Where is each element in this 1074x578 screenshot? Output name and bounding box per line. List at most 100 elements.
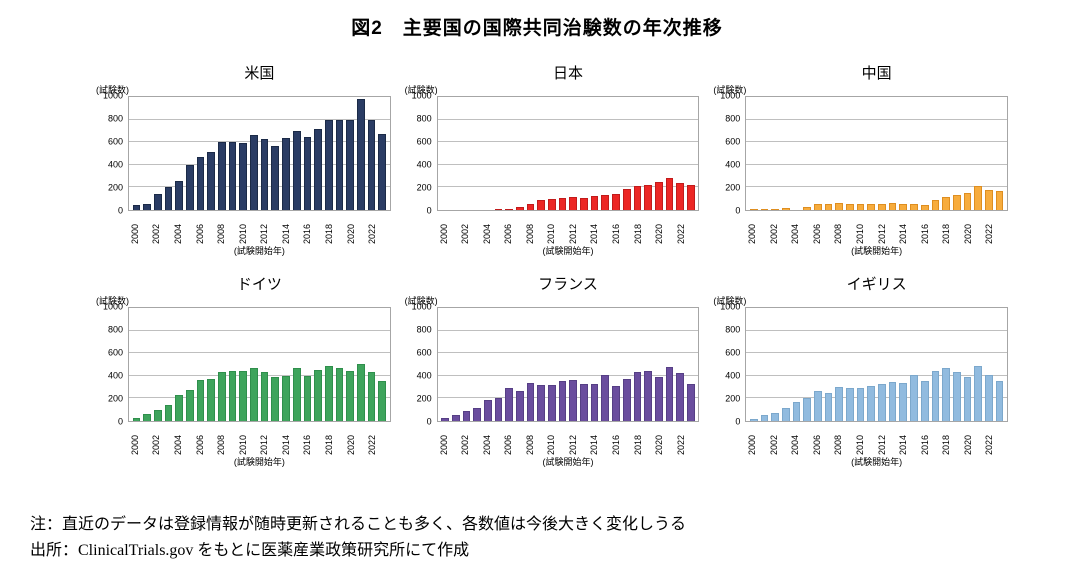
x-tick-label: 2022 <box>675 223 686 244</box>
bar-2011 <box>250 368 258 421</box>
bar-2018 <box>324 119 333 210</box>
gridline <box>129 374 390 376</box>
bar-slot <box>834 97 845 210</box>
x-axis-unit-label: (試験開始年) <box>542 246 594 256</box>
bar-2011 <box>867 204 876 210</box>
x-tick-slot <box>493 422 504 455</box>
x-tick-slot <box>665 422 676 455</box>
x-tick-slot: 2008 <box>525 211 536 244</box>
bar-2002 <box>771 412 779 421</box>
bar-slot <box>504 97 515 210</box>
bar-slot <box>791 308 802 421</box>
bar-2012 <box>878 203 886 210</box>
bar-slot <box>377 97 388 210</box>
bar-2012 <box>260 372 269 421</box>
x-tick-slot: 2012 <box>259 422 270 455</box>
footnotes: 注：直近のデータは登録情報が随時更新されることも多く、各数値は今後大きく変化しう… <box>30 512 686 564</box>
bar-slot <box>962 308 973 421</box>
x-tick-label: 2004 <box>790 434 801 455</box>
x-tick-slot <box>335 211 346 244</box>
bar-slot <box>600 308 611 421</box>
bars-layer <box>438 308 699 421</box>
chart-germany: ドイツ (試験数) 0 200 400 600 800 1000 2000 2002 2004 200… <box>94 273 391 468</box>
bar-slot <box>547 308 558 421</box>
x-tick-label: 2016 <box>919 223 930 244</box>
x-tick-slot <box>292 422 303 455</box>
x-tick-slot <box>644 211 655 244</box>
bar-2015 <box>910 374 918 421</box>
x-tick-slot <box>844 422 855 455</box>
y-tick-label: 200 <box>725 393 741 404</box>
x-tick-slot <box>801 211 812 244</box>
source-line: 出所：ClinicalTrials.gov をもとに医薬産業政策研究所にて作成 <box>30 541 470 559</box>
x-tick-slot <box>909 211 920 244</box>
x-tick-label: 2012 <box>876 223 887 244</box>
bar-slot <box>664 97 675 210</box>
y-tick-label: 600 <box>725 136 741 147</box>
bar-slot <box>568 308 579 421</box>
bar-slot <box>780 308 791 421</box>
bar-slot <box>557 308 568 421</box>
bar-2011 <box>867 385 876 421</box>
bar-2016 <box>303 137 312 210</box>
bar-slot <box>802 97 813 210</box>
bar-2003 <box>781 408 790 421</box>
bar-slot <box>461 308 472 421</box>
bar-slot <box>919 97 930 210</box>
bar-slot <box>994 97 1005 210</box>
x-tick-slot <box>227 211 238 244</box>
bar-slot <box>748 97 759 210</box>
bar-2021 <box>665 366 674 421</box>
bar-2019 <box>644 185 652 210</box>
bar-2016 <box>303 375 312 421</box>
bar-2022 <box>676 372 684 421</box>
y-tick-label: 600 <box>416 136 432 147</box>
x-tick-label: 2016 <box>611 434 622 455</box>
bar-slot <box>759 308 770 421</box>
chart-china: 中国 (試験数) 0 200 400 600 800 1000 2000 2002 2004 2006… <box>711 62 1008 257</box>
bar-slot <box>227 308 238 421</box>
plot-area <box>128 307 391 422</box>
bar-slot <box>855 97 866 210</box>
x-tick-slot <box>887 422 898 455</box>
x-tick-slot: 2020 <box>963 422 974 455</box>
x-tick-label: 2020 <box>345 434 356 455</box>
x-tick-label: 2002 <box>151 434 162 455</box>
x-tick-slot: 2016 <box>302 211 314 244</box>
bar-slot <box>281 97 292 210</box>
bar-slot <box>536 308 547 421</box>
x-tick-label: 2008 <box>216 434 227 455</box>
bar-2000 <box>441 418 449 421</box>
x-tick-slot <box>866 211 877 244</box>
bar-slot <box>770 97 781 210</box>
bar-2023 <box>995 380 1004 421</box>
x-tick-label: 2006 <box>194 434 205 455</box>
x-tick-label: 2002 <box>151 223 162 244</box>
x-tick-slot <box>313 422 324 455</box>
bar-2016 <box>920 204 929 210</box>
x-tick-slot: 2006 <box>812 422 823 455</box>
bar-2019 <box>335 119 344 210</box>
y-tick-label: 800 <box>416 113 432 124</box>
x-tick-label: 2006 <box>503 434 514 455</box>
bar-2008 <box>835 387 844 421</box>
x-tick-slot <box>974 422 985 455</box>
y-tick-label: 1000 <box>411 90 432 101</box>
bar-slot <box>973 308 984 421</box>
y-tick-label: 600 <box>107 136 123 147</box>
bar-slot <box>866 97 877 210</box>
bar-2012 <box>260 139 269 210</box>
bar-2008 <box>218 141 226 210</box>
bar-slot <box>621 97 632 210</box>
bar-2005 <box>803 207 811 210</box>
bar-slot <box>195 308 206 421</box>
gridline <box>746 186 1007 188</box>
bar-2004 <box>175 395 183 421</box>
x-tick-slot <box>622 422 633 455</box>
bar-slot <box>643 308 654 421</box>
x-tick-label: 2002 <box>768 434 779 455</box>
x-tick-slot: 2002 <box>151 211 163 244</box>
bar-2017 <box>314 129 322 210</box>
gridline <box>746 352 1007 354</box>
bar-2001 <box>760 415 769 421</box>
